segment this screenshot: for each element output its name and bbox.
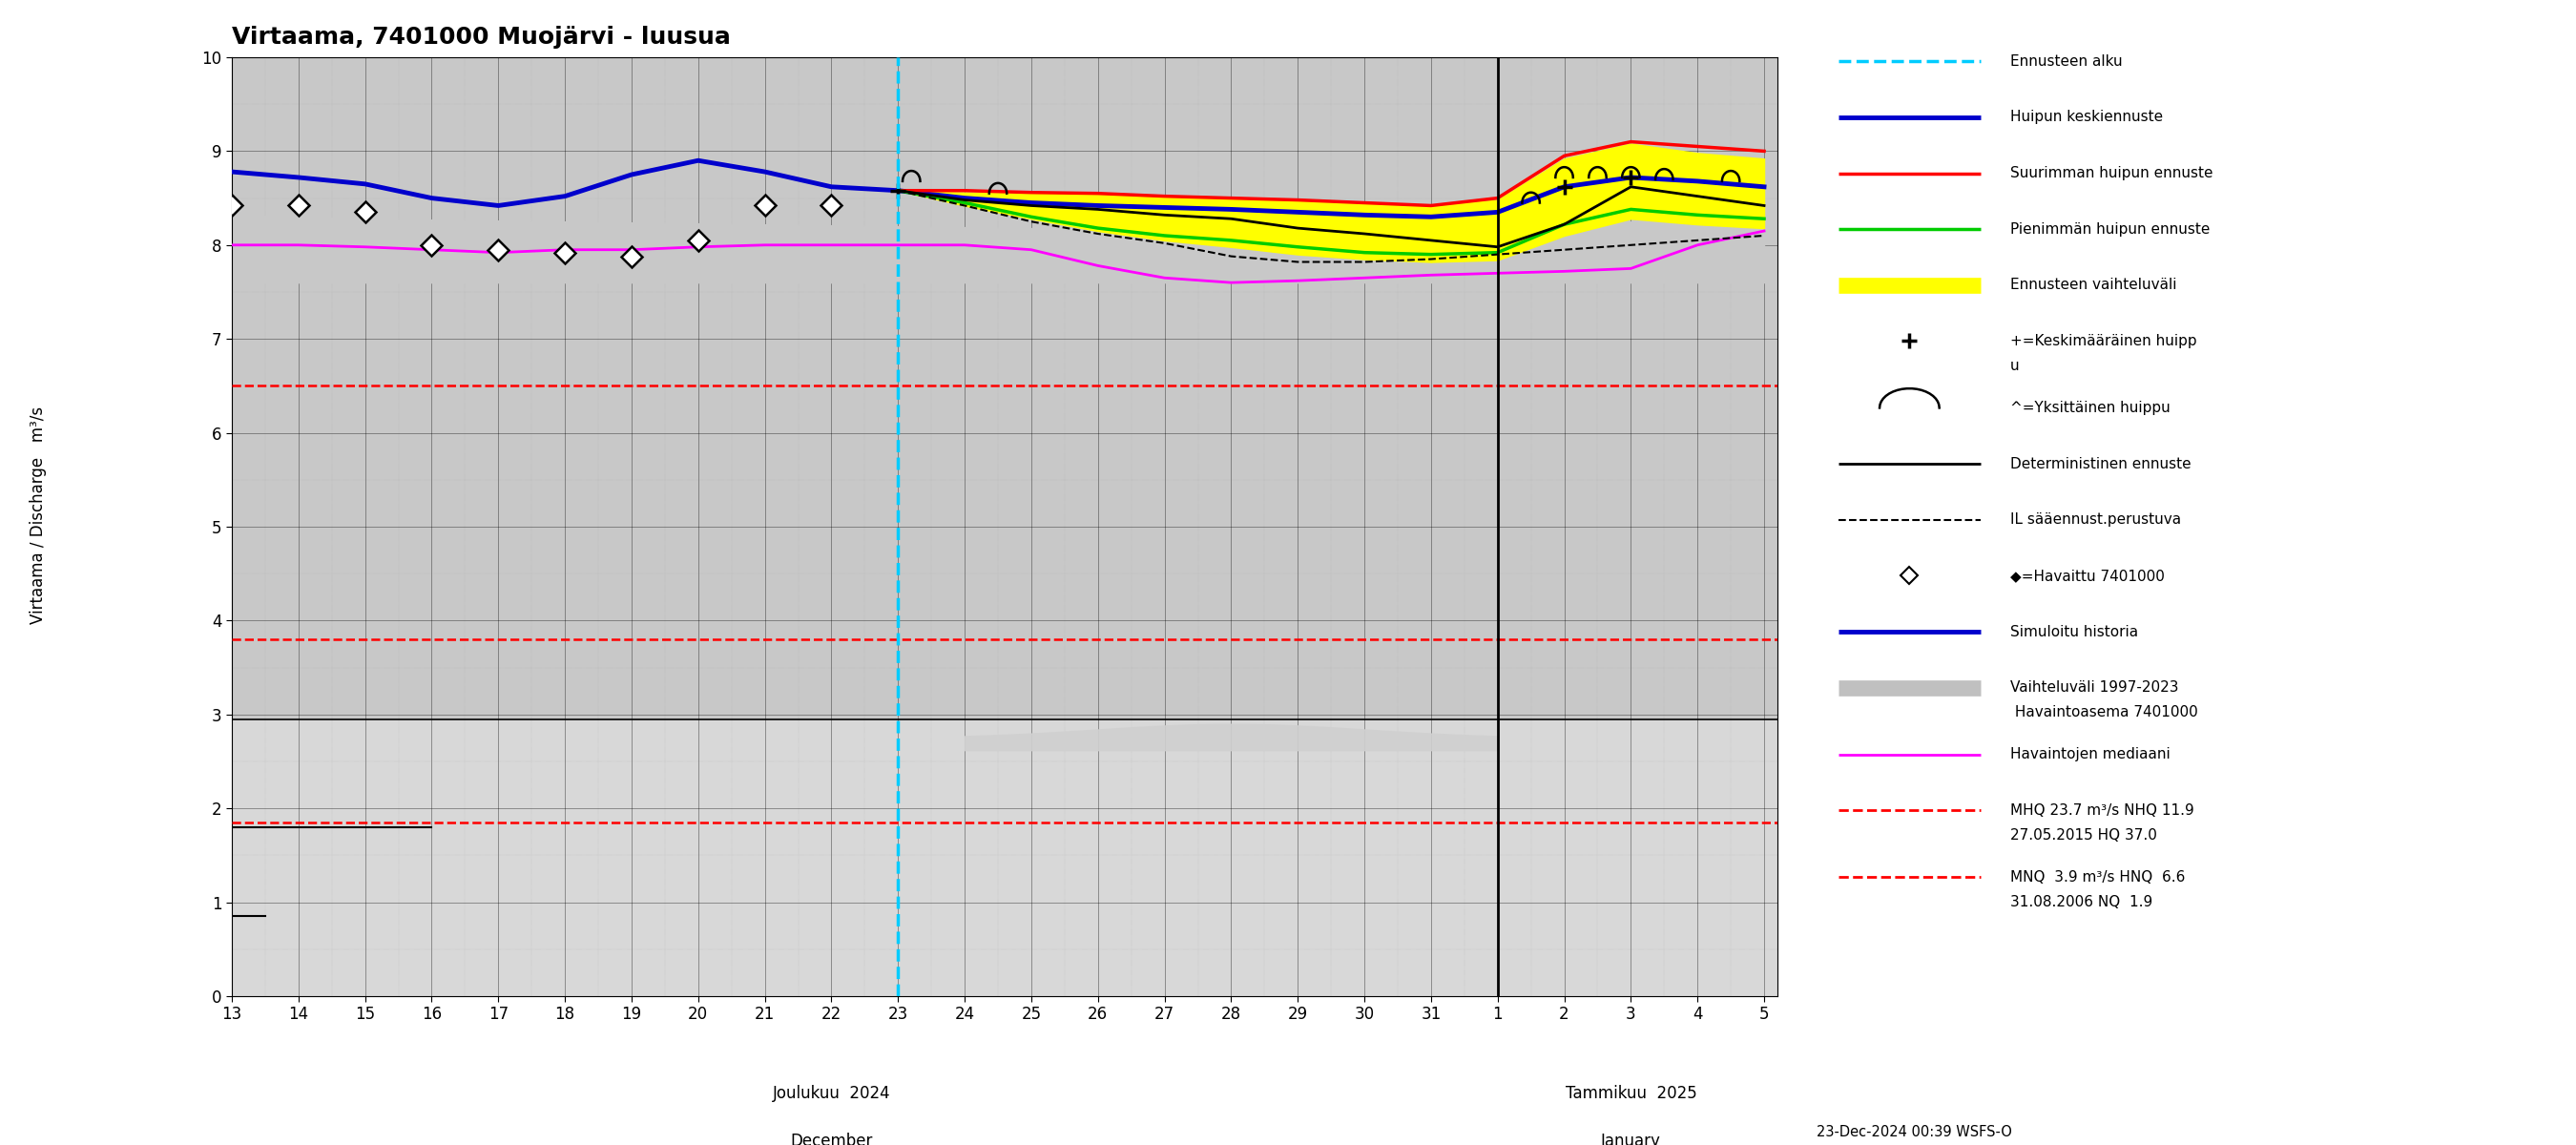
Text: ^=Yksittäinen huippu: ^=Yksittäinen huippu [2009, 401, 2172, 414]
Text: ◆=Havaittu 7401000: ◆=Havaittu 7401000 [2009, 569, 2164, 583]
Text: Simuloitu historia: Simuloitu historia [2009, 624, 2138, 639]
Text: IL sääennust.perustuva: IL sääennust.perustuva [2009, 513, 2182, 527]
Text: Ennusteen vaihteluväli: Ennusteen vaihteluväli [2009, 278, 2177, 292]
Text: Vaihteluväli 1997-2023: Vaihteluväli 1997-2023 [2009, 680, 2179, 695]
Text: 27.05.2015 HQ 37.0: 27.05.2015 HQ 37.0 [2009, 828, 2156, 843]
Text: 31.08.2006 NQ  1.9: 31.08.2006 NQ 1.9 [2009, 894, 2154, 909]
Text: Suurimman huipun ennuste: Suurimman huipun ennuste [2009, 166, 2213, 181]
Text: Ennusteen alku: Ennusteen alku [2009, 54, 2123, 69]
Text: December: December [791, 1132, 873, 1145]
Text: MNQ  3.9 m³/s HNQ  6.6: MNQ 3.9 m³/s HNQ 6.6 [2009, 870, 2184, 884]
Text: Virtaama, 7401000 Muojärvi - luusua: Virtaama, 7401000 Muojärvi - luusua [232, 26, 732, 49]
Text: +=Keskimääräinen huipp: +=Keskimääräinen huipp [2009, 334, 2197, 348]
Text: Deterministinen ennuste: Deterministinen ennuste [2009, 457, 2192, 471]
Text: January: January [1600, 1132, 1662, 1145]
Text: Joulukuu  2024: Joulukuu 2024 [773, 1085, 891, 1103]
Text: Havaintoasema 7401000: Havaintoasema 7401000 [2009, 705, 2197, 719]
Text: Havaintojen mediaani: Havaintojen mediaani [2009, 748, 2172, 761]
Text: 23-Dec-2024 00:39 WSFS-O: 23-Dec-2024 00:39 WSFS-O [1816, 1124, 2012, 1139]
Text: Pienimmän huipun ennuste: Pienimmän huipun ennuste [2009, 222, 2210, 236]
Text: Tammikuu  2025: Tammikuu 2025 [1566, 1085, 1698, 1103]
Text: MHQ 23.7 m³/s NHQ 11.9: MHQ 23.7 m³/s NHQ 11.9 [2009, 803, 2195, 818]
Text: u: u [2009, 358, 2020, 373]
Bar [232, 719, 1777, 996]
Text: Virtaama / Discharge   m³/s: Virtaama / Discharge m³/s [31, 406, 46, 624]
Text: Huipun keskiennuste: Huipun keskiennuste [2009, 110, 2164, 125]
